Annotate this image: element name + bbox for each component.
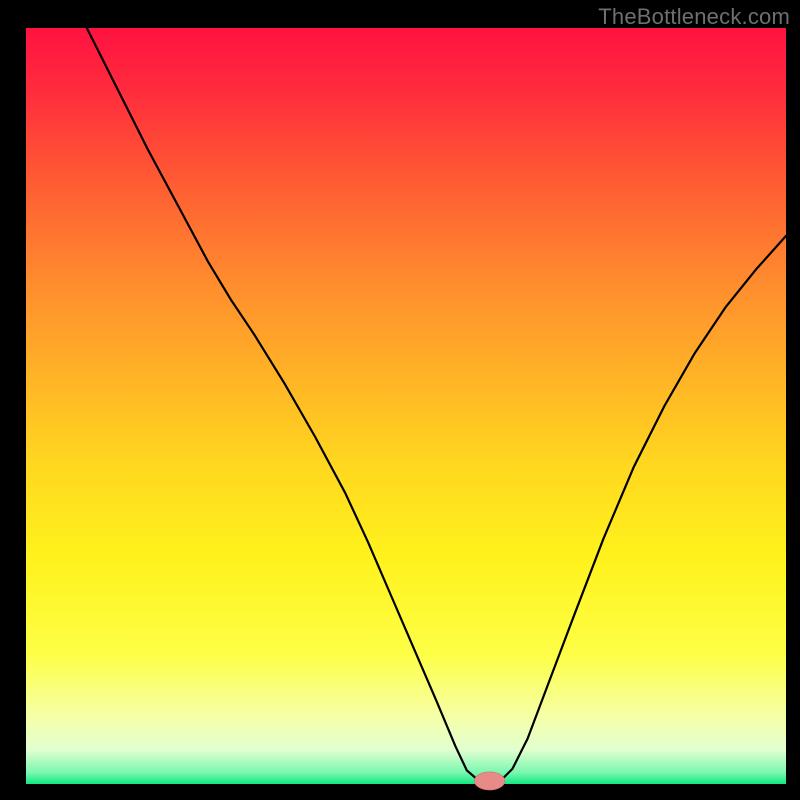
- optimal-marker: [474, 772, 504, 790]
- chart-svg: [0, 0, 800, 800]
- plot-background: [26, 28, 786, 784]
- bottleneck-chart: TheBottleneck.com: [0, 0, 800, 800]
